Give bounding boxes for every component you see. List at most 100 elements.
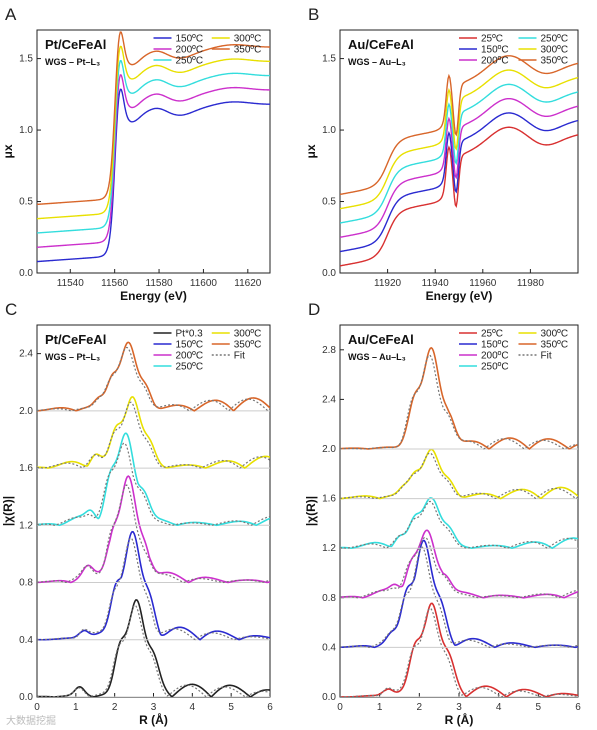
panel-title: Au/CeFeAl xyxy=(348,37,414,52)
series-line-350ºC xyxy=(37,31,270,206)
y-tick-label: 2.0 xyxy=(322,444,336,455)
series-line-150ºC xyxy=(37,530,270,641)
series-line-200ºC xyxy=(340,97,578,238)
plot-frame xyxy=(36,29,271,274)
y-tick-label: 1.0 xyxy=(322,125,336,136)
x-tick-label: 4 xyxy=(190,702,196,713)
y-tick-label: 1.5 xyxy=(19,54,33,65)
y-tick-label: 1.6 xyxy=(322,494,336,505)
legend-label: 150ºC xyxy=(481,340,509,351)
panel-D: D 0 1 2 3 4 5 6 0.0 0.4 0.8 1.2 1.6 2.0 2.4 2.8 R (Å) |χ(… xyxy=(304,300,581,727)
x-tick-label: 11600 xyxy=(190,278,218,289)
legend-label: 200ºC xyxy=(176,45,204,56)
x-tick-label: 11940 xyxy=(422,278,450,289)
y-axis-label: μx xyxy=(1,144,15,158)
fit-line xyxy=(37,604,270,697)
x-axis-label: R (Å) xyxy=(139,712,168,727)
fit-line xyxy=(340,500,578,549)
x-tick-label: 3 xyxy=(151,702,157,713)
series-line-300ºC xyxy=(340,448,578,500)
legend-label: 300ºC xyxy=(541,45,569,56)
legend-label: 250ºC xyxy=(541,34,569,45)
series-line-200ºC xyxy=(37,475,270,584)
x-tick-label: 11540 xyxy=(57,278,85,289)
x-tick-label: 1 xyxy=(73,702,79,713)
y-tick-label: 2.4 xyxy=(322,394,336,405)
y-tick-label: 1.0 xyxy=(19,125,33,136)
panel-title: Pt/CeFeAl xyxy=(45,332,106,347)
legend-label: 350ºC xyxy=(541,56,569,67)
y-tick-label: 0.5 xyxy=(322,197,336,208)
plot-area xyxy=(37,341,270,697)
fit-line xyxy=(340,354,578,450)
plot-area xyxy=(340,346,578,697)
legend-label: 300ºC xyxy=(234,34,262,45)
series-line-150ºC xyxy=(37,88,270,263)
y-tick-label: 2.8 xyxy=(322,345,336,356)
x-tick-label: 6 xyxy=(267,702,273,713)
series-line-300ºC xyxy=(340,69,578,210)
legend-label: 200ºC xyxy=(481,351,509,362)
x-tick-label: 0 xyxy=(337,702,343,713)
series-line-250ºC xyxy=(37,59,270,234)
x-axis-label: Energy (eV) xyxy=(426,289,493,303)
series-line-300ºC xyxy=(37,45,270,220)
legend-label: Pt*0.3 xyxy=(176,329,204,340)
panel-subtitle: WGS – Pt–L₃ xyxy=(45,352,100,362)
y-axis-label: μx xyxy=(304,144,318,158)
legend-label: 350ºC xyxy=(541,340,569,351)
x-tick-label: 2 xyxy=(112,702,118,713)
series-line-25ºC xyxy=(340,602,578,697)
legend-label: 150ºC xyxy=(176,34,204,45)
x-tick-label: 0 xyxy=(34,702,40,713)
y-tick-label: 2.4 xyxy=(19,349,33,360)
x-tick-label: 11980 xyxy=(517,278,545,289)
legend-label: 350ºC xyxy=(234,340,262,351)
plot-area xyxy=(340,55,578,267)
fit-line xyxy=(37,442,270,526)
panel-subtitle: WGS – Pt–L₃ xyxy=(45,57,100,67)
y-tick-label: 0.4 xyxy=(322,642,336,653)
x-tick-label: 6 xyxy=(575,702,581,713)
panel-C: C 0 1 2 3 4 5 6 0.0 0.4 0.8 1.2 1.6 2.0 2.4 R (Å) |χ(R)|… xyxy=(1,300,273,727)
legend-label: 250ºC xyxy=(176,56,204,67)
y-axis-label: |χ(R)| xyxy=(304,496,318,526)
y-tick-label: 0.8 xyxy=(322,593,336,604)
x-axis-label: R (Å) xyxy=(445,712,474,727)
y-tick-label: 0.0 xyxy=(322,268,336,279)
legend-label: 300ºC xyxy=(234,329,262,340)
y-tick-label: 2.0 xyxy=(19,406,33,417)
plot-area xyxy=(37,31,270,263)
series-line-25ºC xyxy=(340,126,578,267)
y-tick-label: 0.8 xyxy=(19,578,33,589)
series-line-300ºC xyxy=(37,395,270,469)
series-line-350ºC xyxy=(340,55,578,196)
fit-line xyxy=(340,546,578,648)
y-tick-label: 0.0 xyxy=(322,692,336,703)
series-line-150ºC xyxy=(340,112,578,253)
fit-line xyxy=(37,401,270,469)
x-tick-label: 11960 xyxy=(469,278,497,289)
y-tick-label: 1.2 xyxy=(19,520,33,531)
x-tick-label: 3 xyxy=(456,702,462,713)
x-tick-label: 4 xyxy=(496,702,502,713)
series-line-200ºC xyxy=(37,74,270,248)
panel-subtitle: WGS – Au–L₃ xyxy=(348,352,406,362)
x-tick-label: 11580 xyxy=(146,278,174,289)
y-axis-label: |χ(R)| xyxy=(1,496,15,526)
panel-subtitle: WGS – Au–L₃ xyxy=(348,57,406,67)
fit-line xyxy=(37,484,270,584)
series-line-Pt*0.3 xyxy=(37,599,270,697)
x-tick-label: 5 xyxy=(228,702,234,713)
y-tick-label: 0.4 xyxy=(19,635,33,646)
y-tick-label: 0.5 xyxy=(19,197,33,208)
fit-line xyxy=(37,346,270,412)
legend-label: 350ºC xyxy=(234,45,262,56)
legend-label: 150ºC xyxy=(176,340,204,351)
series-line-200ºC xyxy=(340,529,578,599)
legend-label: 25ºC xyxy=(481,34,503,45)
y-tick-label: 1.2 xyxy=(322,543,336,554)
legend-label: 200ºC xyxy=(176,351,204,362)
fit-line xyxy=(340,452,578,500)
